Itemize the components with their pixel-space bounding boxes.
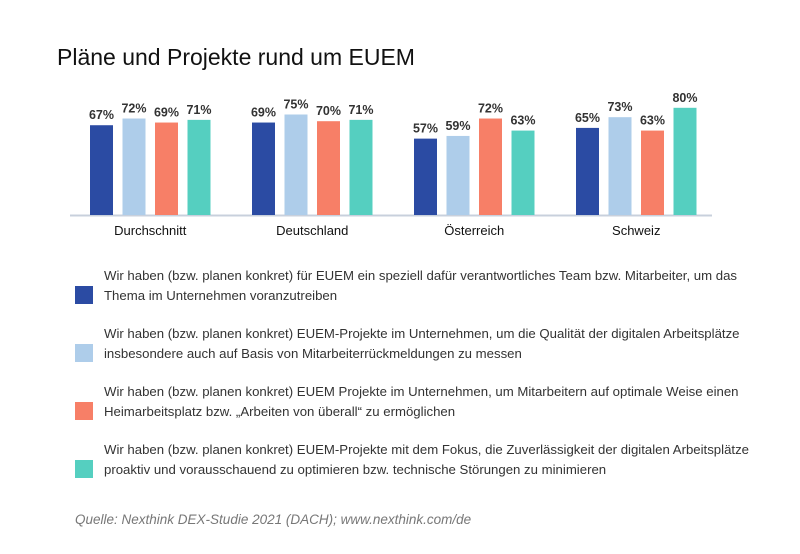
chart-title: Pläne und Projekte rund um EUEM <box>57 44 415 70</box>
legend-swatch <box>75 344 93 362</box>
data-label: 72% <box>478 102 503 116</box>
bar <box>187 119 211 215</box>
category-label: Deutschland <box>276 223 348 238</box>
legend-swatch <box>75 460 93 478</box>
legend-label: Wir haben (bzw. planen konkret) für EUEM… <box>104 268 738 303</box>
bar <box>641 130 664 215</box>
bar <box>122 118 146 215</box>
bar <box>252 122 275 215</box>
bar <box>576 127 599 215</box>
data-label: 70% <box>316 104 341 118</box>
data-label: 59% <box>445 119 470 133</box>
data-label: 65% <box>575 111 600 125</box>
data-label: 63% <box>510 114 535 128</box>
bar <box>446 135 470 215</box>
data-label: 75% <box>283 98 308 112</box>
data-label: 69% <box>251 106 276 120</box>
bar <box>317 121 340 215</box>
bar-chart: 67% 72% 69% 71% Durchschnitt 69% 75% 70% 71% Deut… <box>70 91 712 238</box>
bar <box>349 119 373 215</box>
legend-swatch <box>75 286 93 304</box>
legend-swatch <box>75 402 93 420</box>
data-label: 71% <box>348 103 373 117</box>
category-label: Österreich <box>444 223 504 238</box>
data-label: 73% <box>607 100 632 114</box>
bar <box>673 107 697 215</box>
bar <box>155 122 178 215</box>
data-label: 71% <box>186 103 211 117</box>
data-label: 80% <box>672 91 697 105</box>
legend-label: Wir haben (bzw. planen konkret) EUEM-Pro… <box>104 442 750 477</box>
bar <box>479 118 502 215</box>
bar <box>608 117 632 215</box>
data-label: 69% <box>154 106 179 120</box>
bar <box>414 138 437 215</box>
bar <box>511 130 535 215</box>
data-label: 67% <box>89 108 114 122</box>
data-label: 57% <box>413 122 438 136</box>
data-label: 63% <box>640 114 665 128</box>
source-note: Quelle: Nexthink DEX-Studie 2021 (DACH);… <box>75 512 472 527</box>
category-label: Durchschnitt <box>114 223 187 238</box>
bar <box>90 125 113 215</box>
bar <box>284 114 308 215</box>
data-label: 72% <box>121 102 146 116</box>
legend-label: Wir haben (bzw. planen konkret) EUEM-Pro… <box>104 326 740 361</box>
category-label: Schweiz <box>612 223 660 238</box>
legend-label: Wir haben (bzw. planen konkret) EUEM Pro… <box>104 384 739 419</box>
